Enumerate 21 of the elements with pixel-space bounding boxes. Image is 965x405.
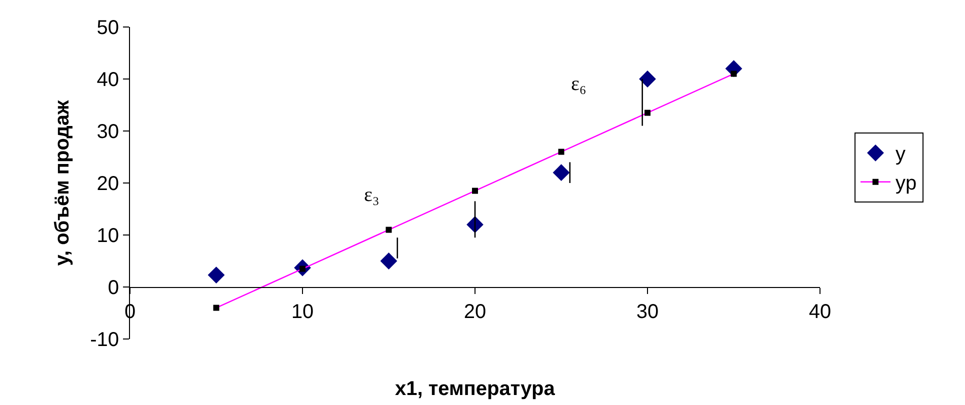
y-tick-label: 50 <box>96 17 119 39</box>
x-axis-title: x1, температура <box>395 378 556 400</box>
point <box>380 252 398 270</box>
x-tick-label: 10 <box>291 301 314 323</box>
x-tick-label: 20 <box>464 301 486 323</box>
y-tick-label: 10 <box>96 225 119 247</box>
point <box>552 164 570 182</box>
y-tick-label: -10 <box>90 329 119 351</box>
y-tick-label: 30 <box>96 121 119 143</box>
y-axis-title: y, объём продаж <box>52 100 74 266</box>
legend-label: y <box>896 144 906 166</box>
y-tick-label: 20 <box>96 173 119 195</box>
y-tick-label: 40 <box>96 69 119 91</box>
annotation: ε₃ <box>364 184 380 206</box>
point <box>639 70 656 88</box>
x-tick-label: 40 <box>808 301 832 323</box>
annotation: ε₆ <box>571 73 586 95</box>
legend-label: yp <box>896 172 917 195</box>
point <box>208 266 225 284</box>
x-tick-label: 30 <box>636 301 659 323</box>
y-tick-label: 0 <box>108 277 119 299</box>
